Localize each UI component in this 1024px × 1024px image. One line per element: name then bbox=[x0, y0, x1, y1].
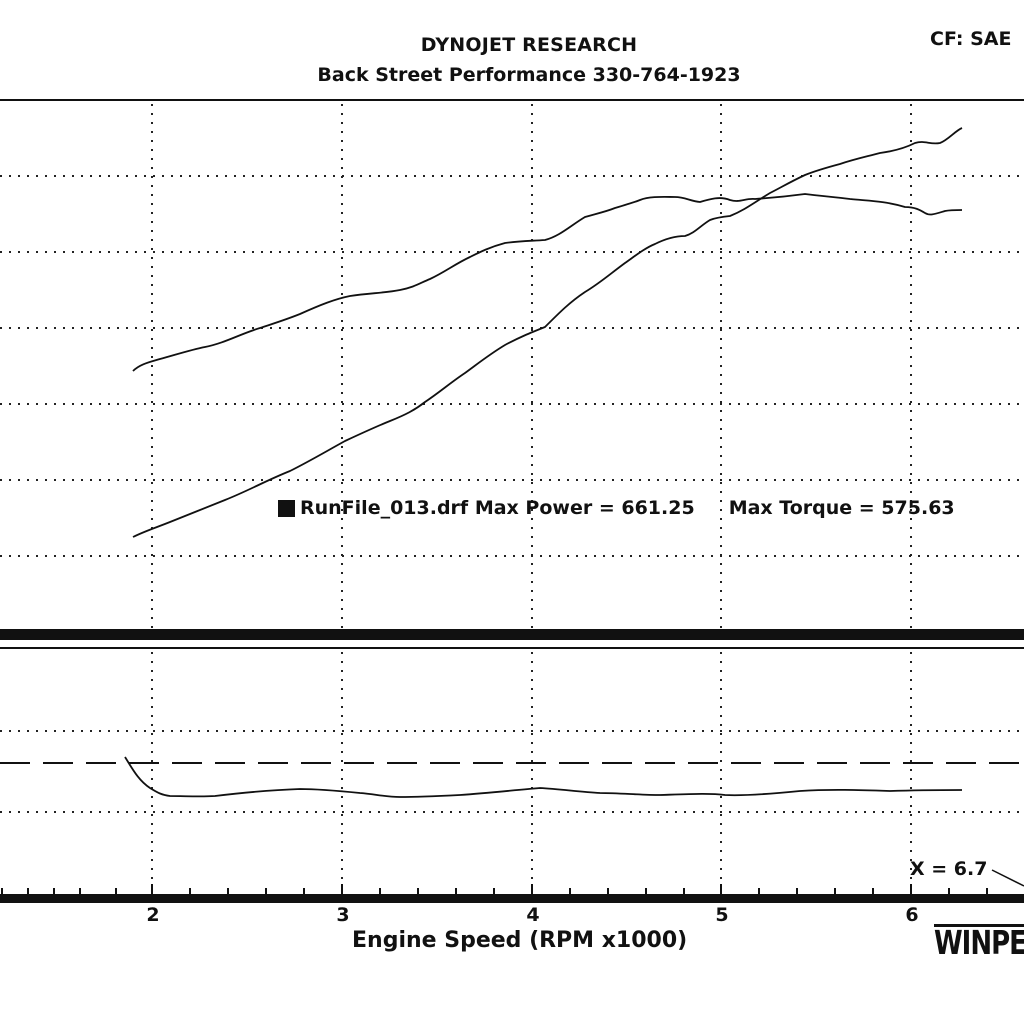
x-tick-4: 4 bbox=[526, 904, 540, 926]
legend-run-file: RunFile_013.drf bbox=[300, 497, 469, 519]
cursor-marker-label: X = 6.7 bbox=[910, 858, 988, 880]
x-tick-2: 2 bbox=[146, 904, 160, 926]
chart-title: DYNOJET RESEARCH bbox=[420, 34, 638, 56]
marker-leader-line bbox=[991, 869, 1024, 887]
chart-subtitle: Back Street Performance 330-764-1923 bbox=[317, 64, 741, 86]
x-axis-bar bbox=[0, 894, 1024, 903]
power-curve bbox=[132, 127, 963, 538]
x-tick-3: 3 bbox=[336, 904, 350, 926]
winpep-logo: WINPEP bbox=[934, 925, 1024, 963]
upper-vgrid bbox=[151, 104, 912, 630]
correction-factor-label: CF: SAE bbox=[930, 28, 1012, 50]
x-axis-ticks bbox=[1, 884, 988, 894]
lower-hgrid bbox=[0, 730, 1024, 813]
lower-vgrid bbox=[151, 652, 912, 890]
afr-curve bbox=[124, 756, 963, 798]
legend-swatch-icon bbox=[278, 499, 295, 517]
x-tick-6: 6 bbox=[905, 904, 919, 926]
panel-divider bbox=[0, 629, 1024, 640]
x-tick-5: 5 bbox=[715, 904, 729, 926]
legend: RunFile_013.drf Max Power = 661.25 Max T… bbox=[278, 497, 955, 519]
torque-curve bbox=[132, 193, 963, 372]
logo-bar bbox=[934, 924, 1024, 927]
legend-max-power: Max Power = 661.25 bbox=[474, 497, 695, 519]
x-axis-label: Engine Speed (RPM x1000) bbox=[352, 928, 688, 953]
legend-max-torque: Max Torque = 575.63 bbox=[728, 497, 955, 519]
